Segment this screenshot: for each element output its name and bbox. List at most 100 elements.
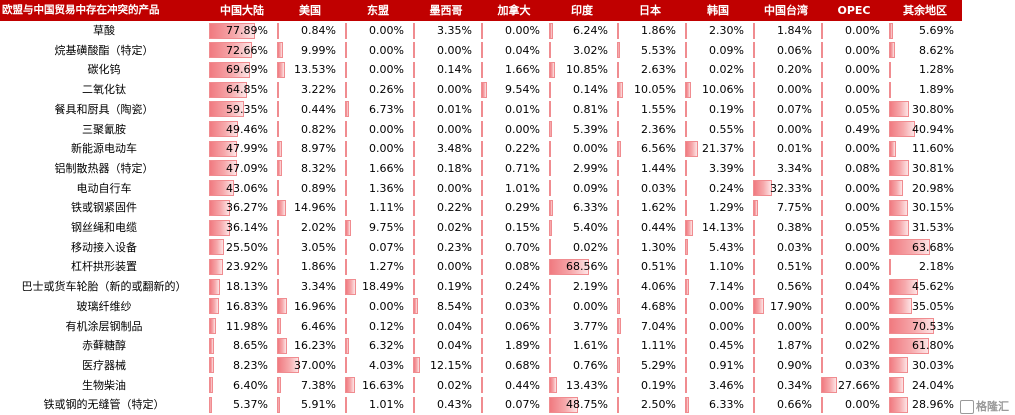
data-bar [277, 278, 279, 295]
data-bar [481, 396, 483, 413]
row-label: 二氧化钛 [82, 83, 126, 97]
row-label: 铁或钢紧固件 [71, 201, 137, 215]
data-bar [277, 258, 279, 275]
column-header: 印度 [571, 4, 593, 17]
data-bar [345, 396, 347, 413]
column-divider [411, 21, 412, 415]
data-bar [821, 180, 823, 197]
data-bar [617, 101, 619, 118]
cell-value: 10.05% [634, 83, 676, 97]
cell-value: 2.18% [919, 260, 954, 274]
data-bar [821, 318, 823, 334]
row-label: 巴士或货车轮胎（新的或翻新的） [21, 280, 187, 294]
data-bar [481, 42, 483, 59]
data-bar [277, 318, 281, 334]
data-bar [481, 180, 483, 197]
cell-value: 9.54% [505, 83, 540, 97]
row-label: 铁或钢的无缝管（特定） [43, 398, 165, 412]
cell-value: 0.71% [505, 161, 540, 175]
cell-value: 0.00% [845, 24, 880, 37]
data-bar [345, 81, 347, 98]
cell-value: 3.34% [301, 280, 336, 294]
data-bar [413, 219, 415, 236]
cell-value: 0.00% [845, 142, 880, 156]
cell-value: 3.35% [437, 24, 472, 37]
data-bar [345, 180, 347, 197]
data-bar [685, 298, 687, 315]
cell-value: 59.35% [226, 102, 268, 116]
data-bar [277, 61, 285, 78]
data-bar [753, 278, 755, 295]
data-bar [889, 101, 909, 118]
cell-value: 27.66% [838, 378, 880, 392]
data-bar [685, 199, 687, 216]
data-bar [685, 278, 689, 295]
cell-value: 0.51% [641, 260, 676, 274]
data-bar [685, 22, 687, 39]
cell-value: 0.01% [777, 142, 812, 156]
data-bar [481, 258, 483, 275]
row-label: 铝制散热器（特定） [54, 161, 154, 175]
data-bar [753, 160, 755, 177]
cell-value: 0.03% [777, 240, 812, 254]
cell-value: 6.40% [233, 378, 268, 392]
data-bar [617, 396, 619, 413]
cell-value: 0.00% [437, 260, 472, 274]
cell-value: 0.00% [845, 260, 880, 274]
data-bar [481, 318, 483, 334]
cell-value: 0.03% [845, 358, 880, 372]
data-bar [889, 278, 918, 295]
data-bar [753, 140, 755, 157]
data-bar [413, 180, 415, 197]
data-bar [889, 180, 903, 197]
data-bar [617, 377, 619, 394]
cell-value: 0.01% [505, 102, 540, 116]
cell-value: 16.96% [294, 299, 336, 313]
cell-value: 31.53% [912, 221, 954, 234]
data-bar [209, 357, 214, 374]
cell-value: 77.89% [226, 24, 268, 37]
data-bar [549, 278, 551, 295]
row-label: 新能源电动车 [71, 142, 137, 156]
cell-value: 5.91% [301, 398, 336, 412]
cell-value: 2.30% [709, 24, 744, 37]
cell-value: 0.06% [777, 43, 812, 57]
data-bar [345, 357, 347, 374]
cell-value: 0.02% [437, 221, 472, 234]
cell-value: 0.00% [437, 83, 472, 97]
data-bar [549, 101, 551, 118]
cell-value: 0.00% [845, 299, 880, 313]
data-bar [617, 258, 619, 275]
data-bar [549, 140, 551, 157]
cell-value: 0.07% [369, 240, 404, 254]
data-bar [685, 239, 688, 256]
data-bar [685, 357, 687, 374]
column-header: 墨西哥 [429, 4, 463, 17]
cell-value: 18.49% [362, 280, 404, 294]
data-bar [345, 140, 347, 157]
cell-value: 1.29% [709, 201, 744, 215]
cell-value: 1.11% [641, 339, 676, 353]
data-bar [413, 101, 415, 118]
cell-value: 7.38% [301, 378, 336, 392]
data-bar [277, 81, 279, 98]
cell-value: 0.00% [709, 299, 744, 313]
cell-value: 11.98% [226, 319, 268, 333]
cell-value: 0.90% [777, 358, 812, 372]
cell-value: 0.91% [709, 358, 744, 372]
cell-value: 14.13% [702, 221, 744, 234]
data-bar [413, 278, 415, 295]
data-bar [753, 298, 764, 315]
cell-value: 3.48% [437, 142, 472, 156]
data-bar [549, 61, 555, 78]
data-bar [821, 239, 823, 256]
data-bar [549, 318, 551, 334]
gelonghui-logo-icon [960, 400, 974, 414]
cell-value: 0.24% [505, 280, 540, 294]
data-bar [617, 337, 619, 354]
cell-value: 3.46% [709, 378, 744, 392]
cell-value: 4.06% [641, 280, 676, 294]
data-bar [345, 318, 347, 334]
data-bar [481, 121, 483, 137]
data-bar [549, 180, 551, 197]
